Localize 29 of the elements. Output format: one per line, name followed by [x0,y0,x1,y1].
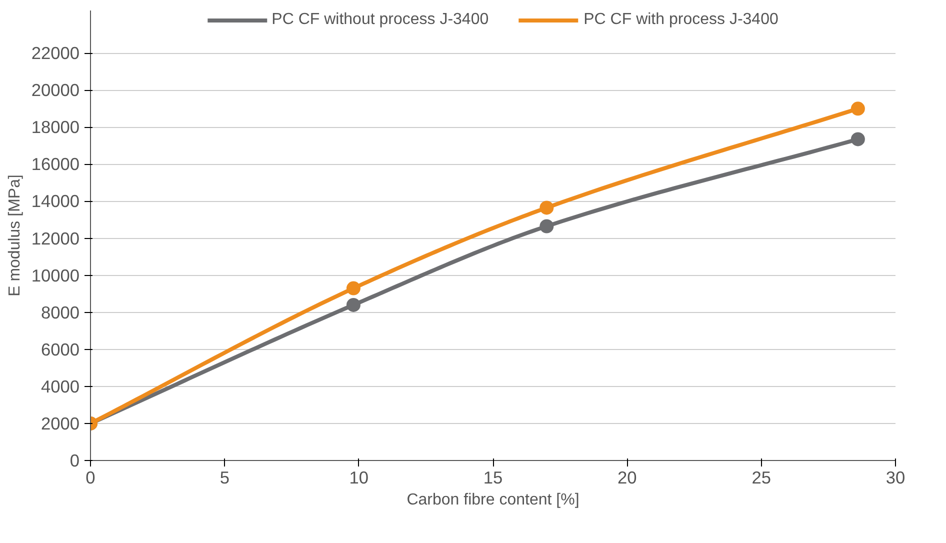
legend-label: PC CF without process J-3400 [272,11,489,29]
x-tick-label: 5 [220,468,230,488]
point [850,132,865,146]
x-tick-label: 30 [886,468,906,488]
y-tick-label: 0 [70,450,80,470]
y-tick-label: 20000 [31,80,80,100]
y-tick-label: 8000 [40,302,80,322]
y-tick-label: 12000 [31,228,80,248]
x-tick-label: 0 [86,468,96,488]
x-tick-label: 10 [349,468,368,488]
y-tick-label: 18000 [31,117,80,138]
x-tick-label: 15 [483,468,503,488]
x-tick-label: 25 [752,468,771,488]
point [540,200,554,215]
y-tick-label: 6000 [40,339,80,360]
point [346,281,360,296]
y-tick-label: 22000 [31,43,80,64]
y-tick-label: 16000 [31,154,80,174]
x-axis-title: Carbon fibre content [%] [406,492,580,508]
y-axis-title: E modulus [MPa] [6,174,24,296]
point [346,298,360,312]
point [850,102,865,116]
y-tick-label: 10000 [31,265,80,286]
legend-label: PC CF with process J-3400 [584,11,778,29]
x-tick-label: 20 [618,468,637,488]
y-tick-label: 14000 [31,191,80,212]
point [540,219,554,234]
y-tick-label: 4000 [40,376,80,396]
y-tick-label: 2000 [40,413,80,434]
